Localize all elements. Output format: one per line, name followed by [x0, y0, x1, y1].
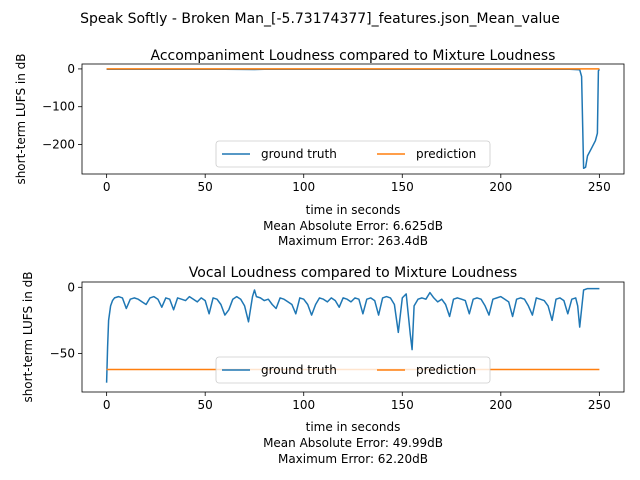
maximum-error-note: Maximum Error: 263.4dB	[278, 234, 428, 248]
figure-suptitle: Speak Softly - Broken Man_[-5.73174377]_…	[80, 11, 560, 27]
x-tick-label: 150	[391, 398, 414, 412]
x-tick-label: 200	[489, 180, 512, 194]
x-tick-label: 100	[292, 180, 315, 194]
x-tick-label: 100	[292, 398, 315, 412]
plot-title: Vocal Loudness compared to Mixture Loudn…	[189, 265, 517, 281]
legend-label-prediction: prediction	[416, 363, 476, 377]
maximum-error-note: Maximum Error: 62.20dB	[278, 452, 428, 466]
legend: ground truth prediction	[215, 356, 491, 384]
plot-area: 0 50 100 150 200 250 0 −50	[50, 280, 611, 412]
legend-box	[215, 356, 491, 384]
y-tick-label: −50	[50, 347, 75, 361]
legend-box	[215, 140, 491, 168]
plot-title: Accompaniment Loudness compared to Mixtu…	[151, 48, 556, 64]
subplot-accompaniment: Accompaniment Loudness compared to Mixtu…	[14, 48, 625, 248]
y-axis-label: short-term LUFS in dB	[14, 53, 28, 184]
x-axis-label: time in seconds	[306, 203, 401, 217]
axes-frame	[81, 281, 625, 393]
x-tick-label: 200	[489, 398, 512, 412]
legend-label-prediction: prediction	[416, 147, 476, 161]
legend: ground truth prediction	[215, 140, 491, 168]
x-tick-label: 250	[588, 180, 611, 194]
mean-absolute-error-note: Mean Absolute Error: 49.99dB	[263, 436, 443, 450]
x-axis-label: time in seconds	[306, 420, 401, 434]
y-axis-label: short-term LUFS in dB	[21, 271, 35, 402]
y-tick-label: −200	[42, 138, 75, 152]
axes-frame	[81, 63, 625, 175]
legend-label-ground-truth: ground truth	[261, 147, 337, 161]
x-tick-label: 0	[103, 180, 111, 194]
y-tick-label: 0	[67, 280, 75, 294]
series-line-ground-truth	[105, 287, 600, 383]
x-tick-label: 250	[588, 398, 611, 412]
y-tick-label: −100	[42, 100, 75, 114]
subplot-vocal: Vocal Loudness compared to Mixture Loudn…	[21, 265, 625, 466]
legend-label-ground-truth: ground truth	[261, 363, 337, 377]
x-tick-label: 50	[198, 398, 213, 412]
mean-absolute-error-note: Mean Absolute Error: 6.625dB	[263, 219, 443, 233]
plot-area: 0 50 100 150 200 250 0 −100 −200	[42, 62, 611, 194]
x-tick-label: 150	[391, 180, 414, 194]
x-tick-label: 50	[198, 180, 213, 194]
x-tick-label: 0	[103, 398, 111, 412]
y-tick-label: 0	[67, 62, 75, 76]
